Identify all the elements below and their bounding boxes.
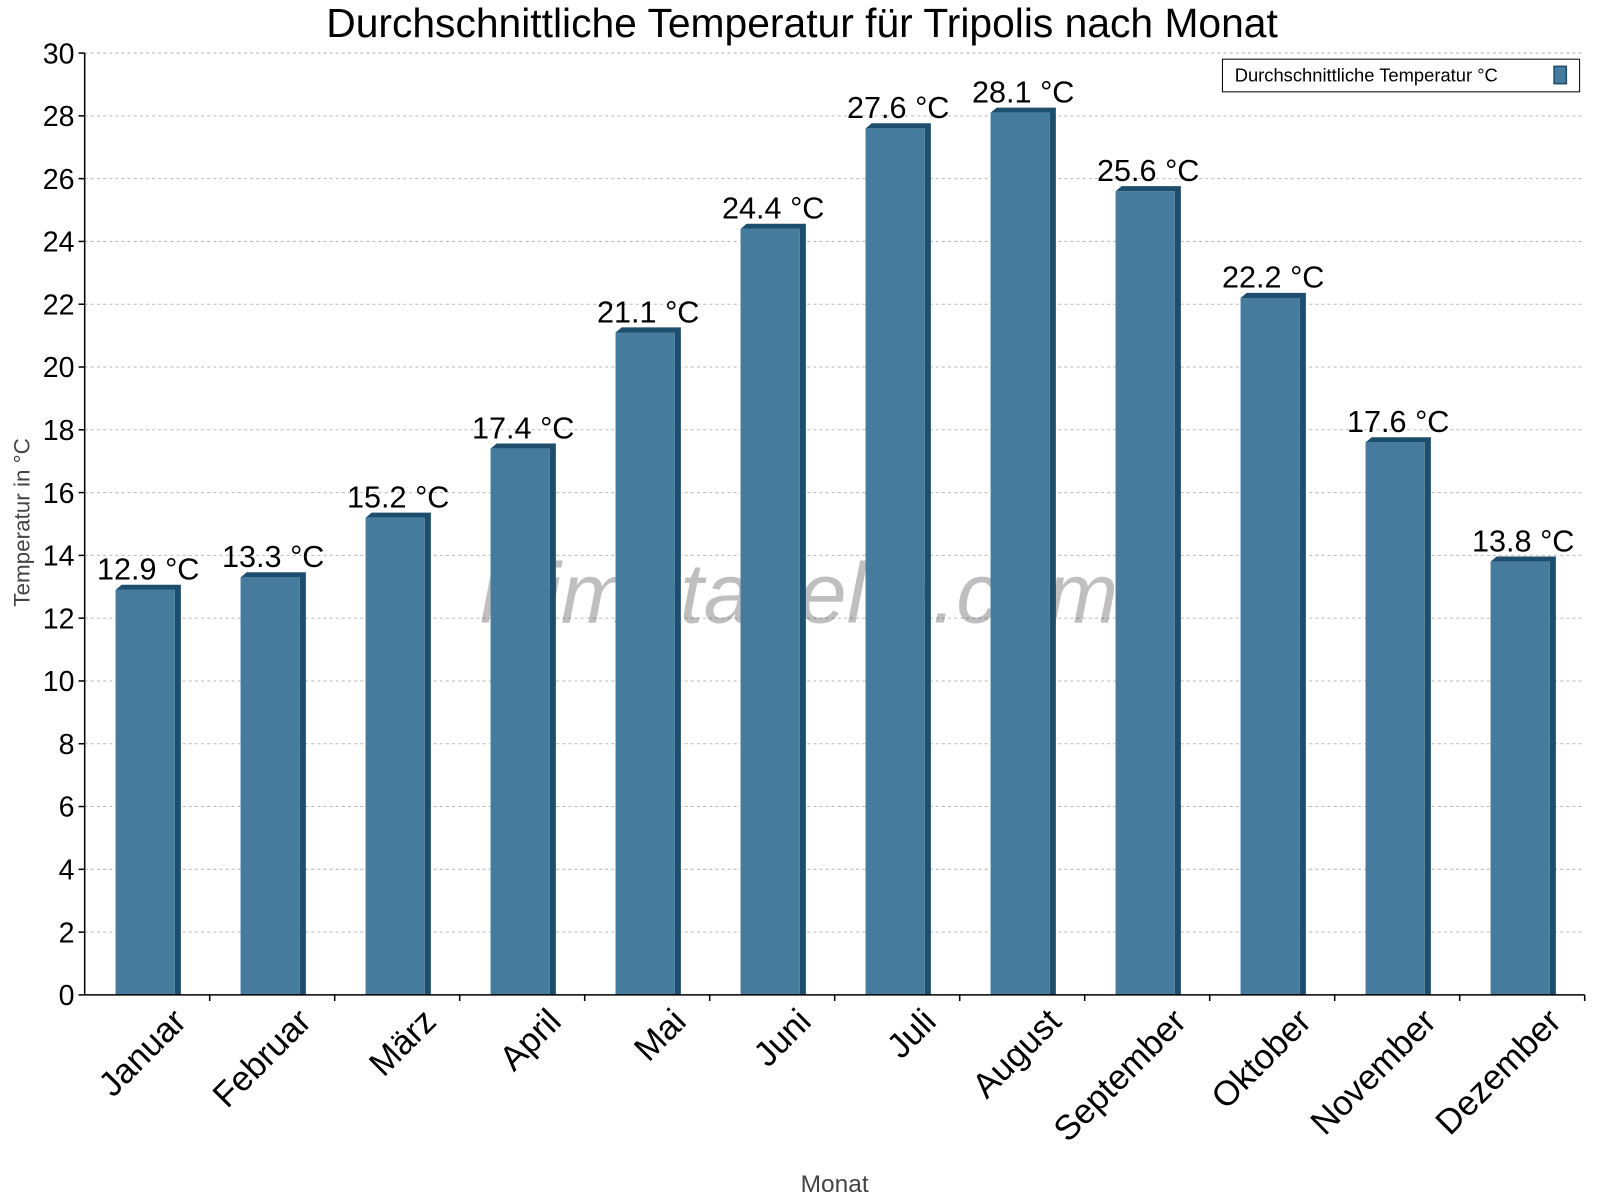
bar [1490, 561, 1550, 995]
axes [83, 53, 1585, 996]
y-tick-label: 14 [43, 541, 75, 573]
x-tick-label: Mai [627, 1002, 693, 1068]
y-tick-label: 18 [43, 415, 75, 447]
y-tick-label: 2 [59, 917, 75, 949]
y-tick-label: 16 [43, 478, 75, 510]
bar [490, 448, 550, 995]
y-tick-label: 20 [43, 352, 75, 384]
data-label: 15.2 °C [347, 480, 449, 514]
legend[interactable]: Durchschnittliche Temperatur °C [1221, 58, 1581, 93]
bar [1115, 191, 1175, 995]
y-tick-label: 4 [59, 855, 75, 887]
y-tick-label: 28 [43, 101, 75, 133]
y-tick-label: 22 [43, 289, 75, 321]
bar [240, 577, 300, 995]
bar [1365, 442, 1425, 995]
data-label: 22.2 °C [1222, 261, 1324, 295]
x-axis-label: Monat [801, 1171, 869, 1198]
bar [1240, 297, 1300, 995]
y-tick-label: 12 [43, 603, 75, 635]
x-tick-label: März [362, 1002, 443, 1083]
x-tick-label: Juni [747, 1002, 819, 1074]
y-tick-label: 6 [59, 792, 75, 824]
x-tick-label: Februar [206, 1002, 319, 1115]
x-tick-label: September [1047, 1002, 1194, 1149]
x-tick-label: Oktober [1205, 1002, 1319, 1116]
y-tick-label: 26 [43, 164, 75, 196]
x-tick-label: April [493, 1002, 569, 1078]
legend-swatch [1553, 65, 1568, 85]
bar [740, 228, 800, 995]
x-ticks: Januar Februar März April Mai Juni Juli AugustS… [92, 994, 1586, 1149]
bar [615, 332, 675, 995]
bars: 12.9 °C 13.3 °C 15.2 °C 17.4 °C 21.1 °C 24.4 … [97, 76, 1574, 995]
bar [115, 589, 175, 995]
x-tick-label: Juli [880, 1002, 944, 1066]
y-tick-label: 0 [59, 980, 75, 1012]
data-label: 17.4 °C [472, 411, 574, 445]
x-tick-label: Dezember [1429, 1002, 1569, 1142]
data-label: 13.8 °C [1472, 524, 1574, 558]
bar [865, 128, 925, 995]
y-tick-label: 24 [43, 227, 75, 259]
legend-label: Durchschnittliche Temperatur °C [1235, 65, 1498, 86]
bar [365, 517, 425, 995]
bar [990, 112, 1050, 995]
gridlines [84, 52, 1585, 933]
y-tick-label: 8 [59, 729, 75, 761]
y-axis-label: Temperatur in °C [10, 438, 35, 607]
legend-box [1221, 58, 1581, 93]
data-label: 28.1 °C [972, 76, 1074, 110]
data-label: 12.9 °C [97, 553, 199, 587]
y-tick-label: 10 [43, 666, 75, 698]
data-label: 17.6 °C [1347, 405, 1449, 439]
chart-title: Durchschnittliche Temperatur für Tripoli… [326, 0, 1278, 46]
data-label: 13.3 °C [222, 540, 324, 574]
x-tick-label: November [1304, 1002, 1444, 1142]
y-tick-label: 30 [43, 38, 75, 70]
data-label: 27.6 °C [847, 91, 949, 125]
x-tick-label: Januar [92, 1002, 194, 1104]
data-label: 24.4 °C [722, 192, 824, 226]
x-tick-label: August [965, 1002, 1068, 1105]
data-label: 25.6 °C [1097, 154, 1199, 188]
data-label: 21.1 °C [597, 295, 699, 329]
